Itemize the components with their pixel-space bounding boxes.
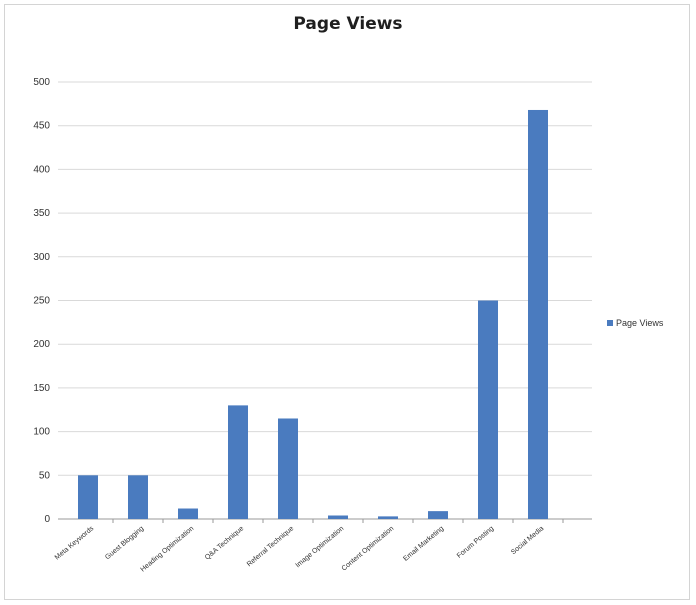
x-category-label: Heading Optimization (140, 525, 196, 573)
x-category-label: Social Media (510, 525, 545, 556)
y-tick-label: 300 (33, 252, 50, 263)
bar (178, 508, 198, 519)
y-tick-label: 450 (33, 121, 50, 132)
y-tick-label: 150 (33, 383, 50, 394)
bar (78, 475, 98, 519)
x-category-label: Q&A Technique (204, 525, 245, 561)
y-tick-label: 50 (39, 470, 51, 481)
bar (528, 109, 548, 519)
legend: Page Views (607, 318, 664, 328)
y-tick-label: 100 (33, 427, 50, 438)
y-tick-label: 250 (33, 296, 50, 307)
y-tick-label: 400 (33, 164, 50, 175)
gridlines (58, 81, 592, 520)
bar (428, 511, 448, 519)
x-category-label: Referral Technique (246, 525, 295, 568)
chart-frame (4, 4, 690, 600)
x-category-label: Email Marketing (402, 525, 445, 563)
y-tick-label: 500 (33, 77, 50, 88)
x-category-label: Content Optimization (341, 525, 396, 572)
x-category-label: Meta Keywords (54, 525, 96, 562)
x-category-label: Forum Posting (456, 525, 495, 560)
y-axis: 0 50 100 150 200 250 300 350 400 450 500 (33, 77, 50, 525)
y-tick-label: 350 (33, 208, 50, 219)
chart-title: Page Views (293, 14, 403, 34)
bar (128, 475, 148, 519)
x-category-label: Guest Blogging (104, 525, 145, 561)
bar (228, 405, 248, 519)
x-category-label: Image Optimization (295, 525, 346, 569)
bar (278, 418, 298, 519)
bars (78, 109, 548, 519)
y-tick-label: 200 (33, 339, 50, 350)
bar (328, 515, 348, 519)
bar (478, 300, 498, 519)
legend-swatch (607, 320, 613, 326)
legend-label: Page Views (616, 318, 664, 328)
y-tick-label: 0 (44, 514, 50, 525)
bar (378, 516, 398, 519)
